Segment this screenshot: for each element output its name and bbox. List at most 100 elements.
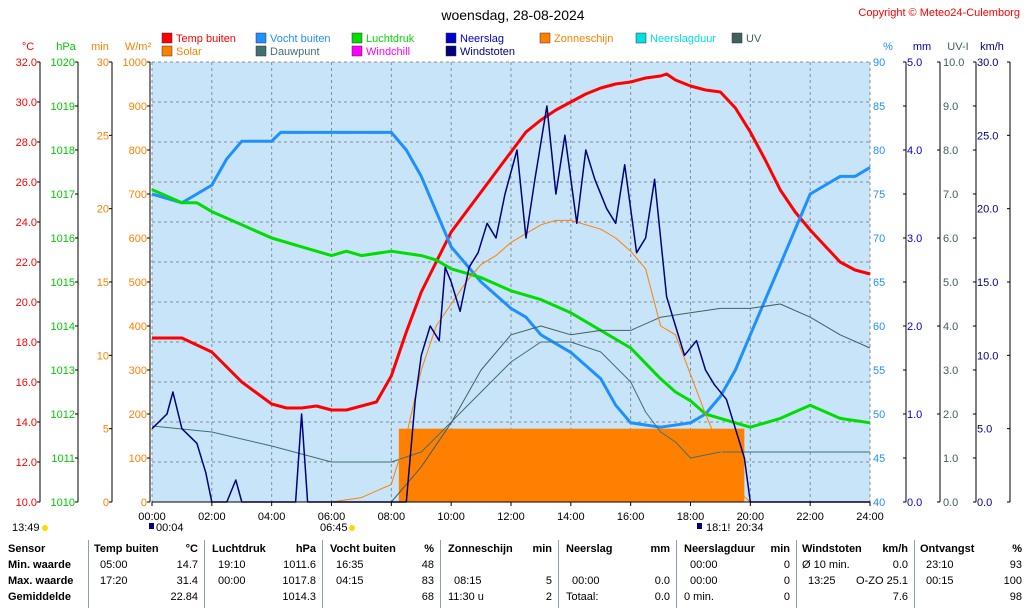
humidity-max-time: 04:15: [336, 575, 364, 587]
sunshine-tick-label: 15: [97, 277, 109, 289]
wind-tick-label: 25.0: [977, 130, 998, 142]
rain-duration-header: Neerslagduur: [684, 543, 755, 555]
uv-tick-label: 0.0: [943, 497, 958, 509]
rain-tick-label: 3.0: [907, 233, 922, 245]
column-divider: [204, 540, 205, 608]
rain-tick-label: 2.0: [907, 321, 922, 333]
legend-swatch: [255, 32, 267, 44]
humidity-column: Vocht buiten % 16:35 48 04:15 83 68: [330, 540, 436, 608]
x-tick-label: 14:00: [557, 511, 585, 523]
pressure-min-time: 19:10: [218, 559, 246, 571]
wind-header: Windstoten: [802, 543, 862, 555]
temp-tick-label: 10.0: [16, 497, 37, 509]
wind-max: 25.1: [886, 575, 908, 587]
wind-tick-label: 10.0: [977, 350, 998, 362]
moon-icon: [697, 523, 702, 529]
temp-avg: 22.84: [170, 591, 198, 603]
legend-swatch: [351, 32, 363, 44]
moon-icon: [149, 523, 154, 529]
column-divider: [676, 540, 677, 608]
received-unit: %: [1012, 543, 1022, 555]
summary-table: Sensor Min. waarde Max. waarde Gemiddeld…: [0, 540, 1026, 608]
column-divider: [914, 540, 915, 608]
solar-tick-label: 200: [129, 409, 147, 421]
sunset-time: 20:34: [736, 522, 764, 534]
column-divider: [796, 540, 797, 608]
pressure-tick-label: 1011: [51, 453, 75, 465]
temp-tick-label: 26.0: [16, 177, 37, 189]
column-divider: [322, 540, 323, 608]
humidity-tick-label: 60: [873, 321, 885, 333]
humidity-unit: %: [424, 543, 434, 555]
received-avg: 98: [1009, 591, 1022, 603]
x-tick-label: 10:00: [437, 511, 465, 523]
sunshine-tick-label: 20: [97, 204, 109, 216]
humidity-tick-label: 55: [873, 365, 885, 377]
sunshine-unit-label: min: [91, 41, 109, 53]
sun-icon: [42, 525, 48, 531]
legend-label: Neerslag: [460, 33, 504, 45]
pressure-tick-label: 1015: [51, 277, 75, 289]
x-tick-label: 18:00: [677, 511, 705, 523]
series-line-vocht-buiten: [151, 130, 871, 429]
humidity-min: 48: [421, 559, 434, 571]
wind-min: 0.0: [892, 559, 908, 571]
series-line-windstoten: [151, 105, 870, 503]
chart-title: woensdag, 28-08-2024: [440, 7, 584, 23]
pressure-avg: 1014.3: [282, 591, 316, 603]
pressure-tick-label: 1012: [51, 409, 75, 421]
x-tick-label: 04:00: [258, 511, 286, 523]
temp-tick-label: 24.0: [16, 217, 37, 229]
wind-unit-label: km/h: [980, 41, 1004, 53]
sensor-header: Sensor: [8, 543, 46, 555]
received-column: Ontvangst % 23:10 93 00:15 100 98: [920, 540, 1022, 608]
temp-tick-label: 14.0: [16, 417, 37, 429]
temp-tick-label: 22.0: [16, 257, 37, 269]
rain-duration-column: Neerslagduur min 00:00 0 00:00 0 0 min. …: [684, 540, 792, 608]
solar-unit-label: W/m²: [125, 41, 152, 53]
solar-tick-label: 0: [141, 497, 147, 509]
legend-label: Luchtdruk: [366, 33, 415, 45]
legend-swatch: [351, 45, 363, 57]
sensor-column: Sensor Min. waarde Max. waarde Gemiddeld…: [8, 540, 88, 608]
temp-tick-label: 18.0: [16, 337, 37, 349]
wind-avg-label: Ø 10 min.: [802, 559, 850, 571]
solar-tick-label: 800: [129, 145, 147, 157]
humidity-tick-label: 85: [873, 101, 885, 113]
uv-tick-label: 2.0: [943, 409, 958, 421]
sunrise-time: 13:49: [12, 522, 40, 534]
rain-max: 0.0: [654, 575, 670, 587]
x-tick-label: 16:00: [617, 511, 645, 523]
weather-chart: 10.0 12.0 14.0 16.0 18.0 20.0 22.0 24.0 26.0 28.0…: [12, 7, 1020, 534]
wind-tick-label: 20.0: [977, 204, 998, 216]
solar-tick-label: 900: [129, 101, 147, 113]
sun-icon: [349, 525, 355, 531]
legend-swatch: [445, 45, 457, 57]
sunshine-unit: min: [532, 543, 552, 555]
uv-tick-label: 3.0: [943, 365, 958, 377]
legend-label: Zonneschijn: [554, 33, 613, 45]
legend-label: Dauwpunt: [270, 46, 320, 58]
legend-label: Windstoten: [460, 46, 515, 58]
humidity-tick-label: 70: [873, 233, 885, 245]
x-tick-label: 20:00: [737, 511, 765, 523]
pressure-tick-label: 1019: [51, 101, 75, 113]
rain-duration-max-time: 00:00: [690, 575, 718, 587]
legend-label: Solar: [176, 46, 202, 58]
received-header: Ontvangst: [920, 543, 975, 555]
column-divider: [88, 540, 89, 608]
temp-min: 14.7: [176, 559, 198, 571]
rain-total: 0.0: [654, 591, 670, 603]
pressure-tick-label: 1016: [51, 233, 75, 245]
legend-swatch: [255, 45, 267, 57]
column-divider: [558, 540, 559, 608]
uv-tick-label: 8.0: [943, 145, 958, 157]
x-tick-label: 22:00: [796, 511, 824, 523]
rain-tick-label: 0.0: [907, 497, 922, 509]
pressure-max-time: 00:00: [218, 575, 246, 587]
series-line-dauwpunt: [151, 341, 870, 463]
wind-column: Windstoten km/h Ø 10 min. 0.0 13:25 O-ZO…: [802, 540, 910, 608]
sunshine-tick-label: 30: [97, 57, 109, 69]
legend-label: Windchill: [366, 46, 410, 58]
wind-tick-label: 30.0: [977, 57, 998, 69]
